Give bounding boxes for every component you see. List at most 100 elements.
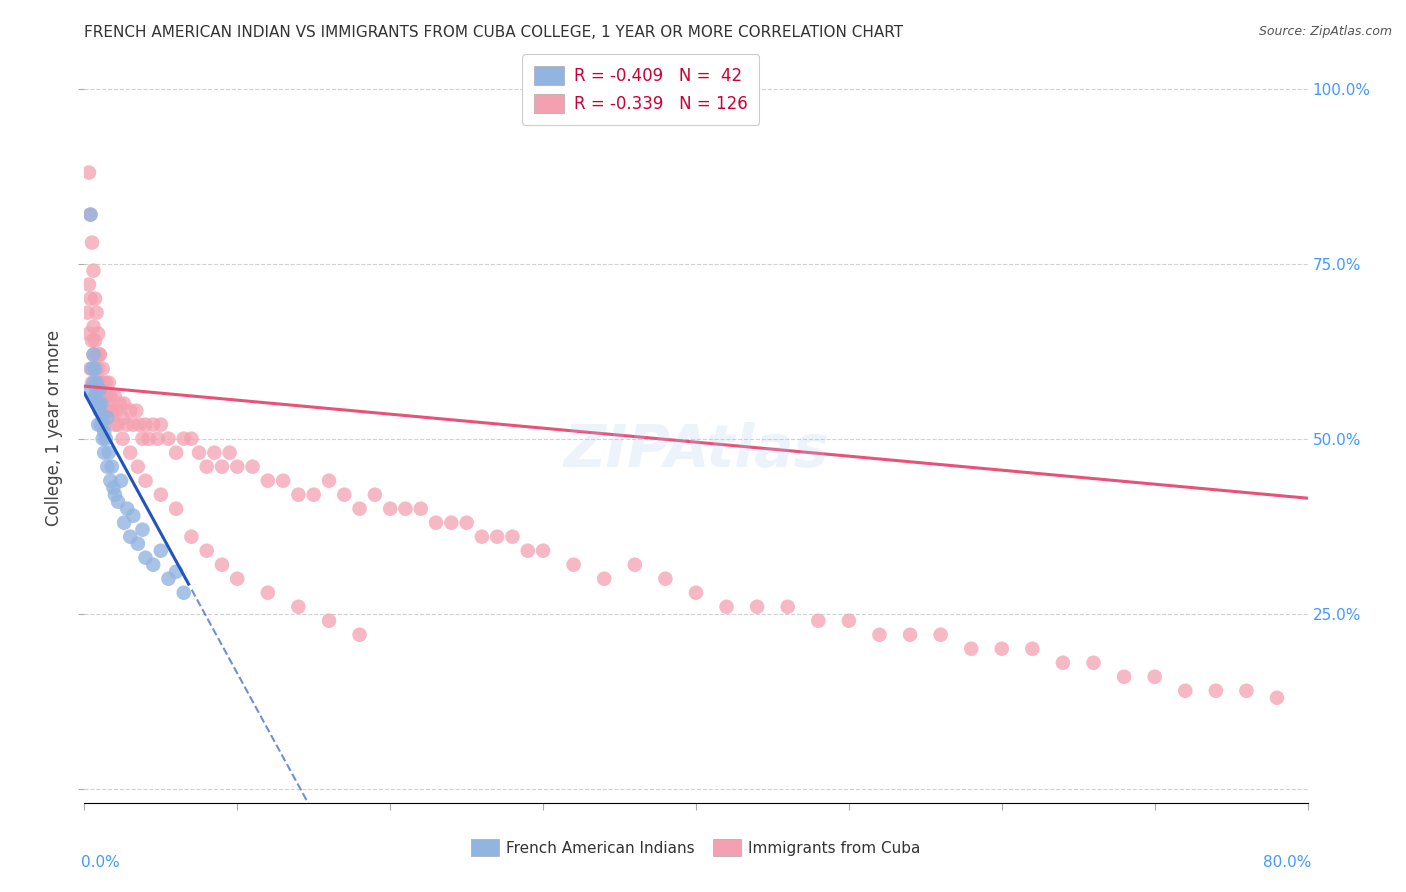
Point [195,459,218,474]
Point [79,361,101,376]
Point [111,410,134,425]
Point [86,383,108,397]
Text: ZIPAtlas: ZIPAtlas [564,422,828,479]
Point [91,376,114,390]
Point [96,403,118,417]
Legend: French American Indians, Immigrants from Cuba: French American Indians, Immigrants from… [465,833,927,863]
Point [1236,683,1258,698]
Point [77,326,100,341]
Point [131,523,153,537]
Point [98,390,121,404]
Point [149,488,172,502]
Point [149,543,172,558]
Text: FRENCH AMERICAN INDIAN VS IMMIGRANTS FROM CUBA COLLEGE, 1 YEAR OR MORE CORRELATI: FRENCH AMERICAN INDIAN VS IMMIGRANTS FRO… [84,25,904,40]
Text: 80.0%: 80.0% [1263,855,1312,871]
Point [89,348,111,362]
Point [80,361,103,376]
Point [77,277,100,292]
Point [86,376,108,390]
Point [349,501,371,516]
Point [107,417,129,432]
Point [87,390,110,404]
Point [188,445,211,459]
Point [105,403,128,417]
Point [1143,670,1166,684]
Point [91,390,114,404]
Point [86,376,108,390]
Point [125,403,148,417]
Point [91,410,114,425]
Point [96,410,118,425]
Point [86,348,108,362]
Point [425,516,447,530]
Point [364,488,387,502]
Point [128,417,150,432]
Point [80,235,103,250]
Point [79,208,101,222]
Point [120,445,142,459]
Point [90,397,112,411]
Point [104,417,127,432]
Point [716,599,738,614]
Point [409,501,432,516]
Point [87,361,110,376]
Point [79,292,101,306]
Point [456,516,478,530]
Y-axis label: College, 1 year or more: College, 1 year or more [45,330,63,526]
Point [226,572,249,586]
Point [84,334,107,348]
Point [83,376,105,390]
Point [122,417,145,432]
Point [242,459,264,474]
Point [173,585,195,599]
Point [1114,670,1136,684]
Point [502,530,524,544]
Point [165,445,187,459]
Point [76,305,98,319]
Point [287,599,309,614]
Point [1205,683,1227,698]
Point [302,488,325,502]
Point [991,641,1014,656]
Point [287,488,309,502]
Point [165,565,187,579]
Point [90,417,112,432]
Point [98,474,121,488]
Point [93,417,115,432]
Point [97,445,120,459]
Point [83,263,105,277]
Point [90,376,112,390]
Point [84,390,107,404]
Point [103,481,125,495]
Point [108,397,131,411]
Point [380,501,402,516]
Point [120,530,142,544]
Point [80,376,103,390]
Point [531,543,554,558]
Point [1174,683,1197,698]
Point [211,558,233,572]
Point [516,543,538,558]
Point [84,390,107,404]
Point [173,432,195,446]
Point [195,543,218,558]
Point [562,558,585,572]
Point [135,474,157,488]
Point [271,474,294,488]
Point [89,376,111,390]
Point [93,425,115,439]
Point [87,326,110,341]
Point [960,641,983,656]
Point [89,383,111,397]
Point [104,488,127,502]
Point [654,572,676,586]
Point [257,474,280,488]
Point [869,628,891,642]
Point [120,403,142,417]
Point [776,599,799,614]
Point [122,508,145,523]
Point [318,614,340,628]
Point [318,474,340,488]
Point [624,558,647,572]
Point [112,397,135,411]
